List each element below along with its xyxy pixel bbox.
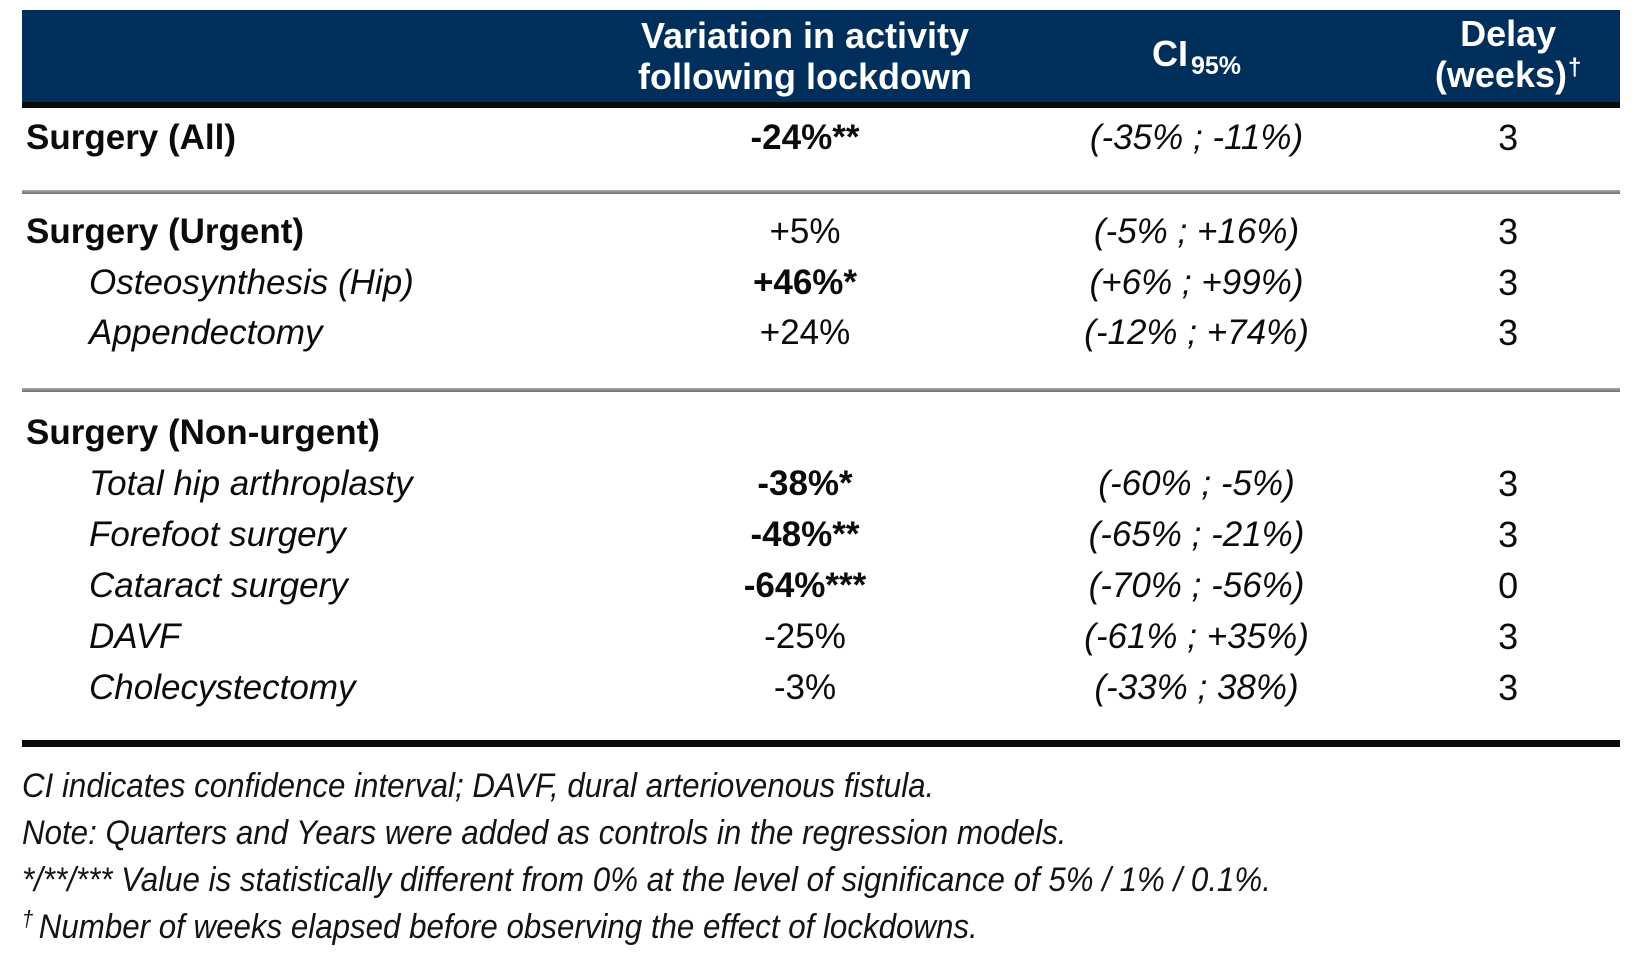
header-ci-label: CI <box>1151 33 1188 74</box>
delay-value: 3 <box>1498 312 1519 353</box>
table-header-row: Variation in activity following lockdown… <box>22 10 1620 108</box>
row-label: Surgery (Non-urgent) <box>26 413 380 452</box>
row-label: Appendectomy <box>89 313 323 352</box>
header-variation-line2: following lockdown <box>638 56 972 97</box>
row-label: Surgery (All) <box>26 118 237 157</box>
header-delay-line1: Delay <box>1460 12 1557 54</box>
surgery-activity-table: Variation in activity following lockdown… <box>22 10 1620 954</box>
variation-value: -24%** <box>750 118 860 157</box>
delay-value: 3 <box>1498 666 1519 708</box>
ci-value: (-60% ; -5%) <box>1098 463 1295 503</box>
ci-value: (-61% ; +35%) <box>1084 616 1309 656</box>
variation-value: +46%* <box>752 263 858 302</box>
variation-value: +5% <box>769 212 841 251</box>
ci-value: (+6% ; +99%) <box>1089 263 1304 302</box>
footnote-delay-text: Number of weeks elapsed before observing… <box>38 908 978 946</box>
section-divider <box>22 388 1620 392</box>
delay-value: 3 <box>1498 262 1519 303</box>
table-row-surgery-urgent: Surgery (Urgent) +5% (-5% ; +16%) 3 <box>22 206 1620 258</box>
row-label: Cholecystectomy <box>89 667 356 707</box>
table-row-cholecystectomy: Cholecystectomy -3% (-33% ; 38%) 3 <box>22 662 1620 713</box>
row-label: Surgery (Urgent) <box>26 212 305 251</box>
delay-value: 3 <box>1498 117 1519 158</box>
ci-value: (-65% ; -21%) <box>1088 514 1305 554</box>
table-row-forefoot-surgery: Forefoot surgery -48%** (-65% ; -21%) 3 <box>22 509 1620 560</box>
delay-value: 3 <box>1498 513 1519 555</box>
variation-value: -3% <box>773 667 837 707</box>
variation-value: -48%** <box>750 514 860 554</box>
ci-value: (-33% ; 38%) <box>1094 667 1299 707</box>
table-row-surgery-all: Surgery (All) -24%** (-35% ; -11%) 3 <box>22 108 1620 168</box>
header-ci-subscript: 95% <box>1190 52 1242 80</box>
variation-value: -25% <box>764 616 846 656</box>
row-label: Forefoot surgery <box>89 514 346 554</box>
footnote-significance: */**/*** Value is statistically differen… <box>22 861 1271 899</box>
table-row-davf: DAVF -25% (-61% ; +35%) 3 <box>22 611 1620 662</box>
footnote-dagger-icon: † <box>22 906 34 931</box>
delay-value: 3 <box>1498 615 1519 657</box>
row-label: Osteosynthesis (Hip) <box>89 263 414 302</box>
header-variation: Variation in activity following lockdown <box>613 15 997 97</box>
table-row-surgery-non-urgent: Surgery (Non-urgent) <box>22 408 1620 458</box>
variation-value: -64%*** <box>743 565 867 605</box>
variation-value: +24% <box>759 313 851 352</box>
ci-value: (-70% ; -56%) <box>1088 565 1305 605</box>
ci-value: (-35% ; -11%) <box>1089 118 1304 157</box>
table-footnotes: CI indicates confidence interval; DAVF, … <box>22 763 1492 954</box>
footnote-note: Note: Quarters and Years were added as c… <box>22 814 1067 852</box>
delay-value: 0 <box>1498 564 1519 606</box>
table-row-appendectomy: Appendectomy +24% (-12% ; +74%) 3 <box>22 308 1620 358</box>
table-row-cataract-surgery: Cataract surgery -64%*** (-70% ; -56%) 0 <box>22 560 1620 611</box>
row-label: Total hip arthroplasty <box>89 463 413 503</box>
delay-value: 3 <box>1498 211 1519 252</box>
row-label: DAVF <box>89 616 181 656</box>
variation-value: -38%* <box>757 463 853 503</box>
section-divider <box>22 190 1620 194</box>
header-delay-line2: (weeks)† <box>1434 53 1582 95</box>
row-label: Cataract surgery <box>89 565 348 605</box>
footnote-delay: † Number of weeks elapsed before observin… <box>22 904 1492 954</box>
footnote-abbreviations: CI indicates confidence interval; DAVF, … <box>22 767 935 805</box>
header-delay-dagger: † <box>1567 53 1582 81</box>
ci-value: (-5% ; +16%) <box>1093 212 1300 251</box>
table-row-osteosynthesis: Osteosynthesis (Hip) +46%* (+6% ; +99%) … <box>22 258 1620 308</box>
table-bottom-rule <box>22 740 1620 747</box>
table-row-total-hip-arthroplasty: Total hip arthroplasty -38%* (-60% ; -5%… <box>22 458 1620 509</box>
delay-value: 3 <box>1498 462 1519 504</box>
header-delay: Delay (weeks)† <box>1396 13 1620 100</box>
header-ci: CI 95% <box>997 33 1397 80</box>
ci-value: (-12% ; +74%) <box>1084 313 1309 352</box>
header-variation-line1: Variation in activity <box>640 15 970 56</box>
